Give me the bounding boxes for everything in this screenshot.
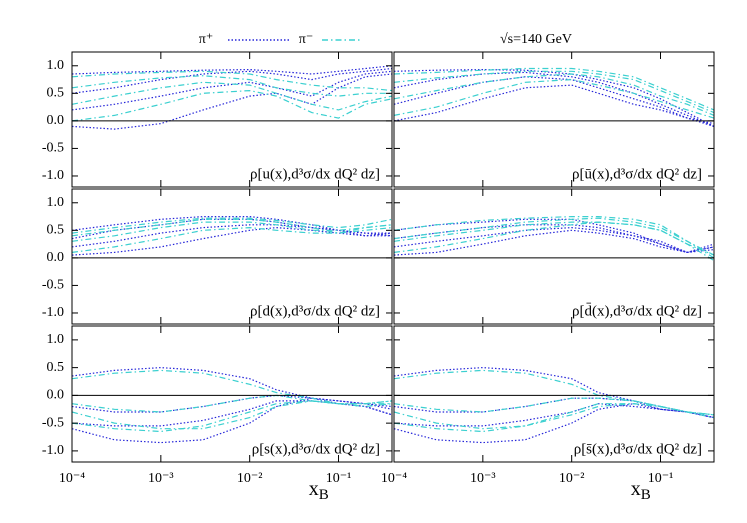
curve	[72, 89, 392, 122]
curve	[394, 397, 714, 416]
panel	[394, 366, 714, 444]
x-tick-label: 10⁻¹	[326, 471, 352, 486]
curve	[394, 221, 714, 262]
curve	[394, 78, 714, 119]
legend-label: π⁺	[199, 32, 213, 47]
panel-frame	[393, 51, 715, 188]
curve	[394, 216, 714, 256]
y-tick-label: -0.5	[42, 415, 64, 430]
panel-frame	[393, 188, 715, 325]
annotation: √s=140 GeV	[500, 32, 572, 47]
panel	[72, 65, 392, 130]
y-tick-label: -0.5	[42, 278, 64, 293]
y-tick-label: 1.0	[47, 332, 65, 347]
curve	[394, 226, 714, 254]
panel	[394, 67, 714, 127]
curve	[72, 70, 392, 111]
curve	[72, 81, 392, 111]
curve	[394, 403, 714, 444]
y-tick-label: 0.0	[47, 113, 65, 128]
y-tick-label: 1.0	[47, 58, 65, 73]
x-axis-label: xB	[631, 478, 651, 504]
curve	[72, 218, 392, 237]
panel-frame	[71, 51, 393, 188]
curve	[72, 400, 392, 427]
panel-label: ρ[u(x),d³σ/dx dQ² dz]	[250, 166, 380, 182]
curve	[72, 400, 392, 433]
curve	[394, 403, 714, 433]
curve	[72, 218, 392, 240]
curve	[394, 229, 714, 256]
panel-label: ρ[s(x),d³σ/dx dQ² dz]	[252, 441, 380, 457]
x-axis-label-main: x	[631, 478, 641, 500]
curve	[72, 224, 392, 248]
y-tick-label: -1.0	[42, 305, 64, 320]
panel-label: ρ[d(x),d³σ/dx dQ² dz]	[250, 303, 380, 319]
panel	[72, 216, 392, 256]
x-tick-label: 10⁻³	[470, 471, 496, 486]
curve	[72, 65, 392, 75]
curve	[394, 217, 714, 259]
curve	[72, 221, 392, 242]
y-tick-label: -1.0	[42, 443, 64, 458]
panel-frame	[393, 325, 715, 463]
x-axis-label: xB	[309, 478, 329, 504]
curve	[394, 73, 714, 116]
curve	[394, 84, 714, 125]
x-tick-label: 10⁻⁴	[59, 471, 85, 486]
y-tick-label: 0.5	[47, 86, 65, 101]
curve	[394, 76, 714, 127]
curve	[72, 217, 392, 234]
curve	[72, 67, 392, 94]
curve	[394, 224, 714, 254]
panel-frame	[71, 325, 393, 463]
curve	[394, 67, 714, 111]
x-tick-label: 10⁻²	[559, 471, 585, 486]
curve	[72, 369, 392, 405]
y-tick-label: 1.0	[47, 195, 65, 210]
curve	[72, 70, 392, 92]
panel	[72, 366, 392, 444]
legend-label: π⁻	[299, 32, 313, 47]
curve	[394, 68, 714, 127]
panel-label: ρ[ū(x),d³σ/dx dQ² dz]	[572, 166, 702, 182]
curve	[72, 226, 392, 253]
x-tick-label: 10⁻¹	[648, 471, 674, 486]
curve	[72, 394, 392, 413]
y-tick-label: -1.0	[42, 168, 64, 183]
y-tick-label: -0.5	[42, 141, 64, 156]
x-tick-label: 10⁻³	[148, 471, 174, 486]
x-tick-label: 10⁻⁴	[381, 471, 407, 486]
x-axis-label-main: x	[309, 478, 319, 500]
panel-label: ρ[d̄(x),d³σ/dx dQ² dz]	[572, 303, 702, 319]
curve	[72, 366, 392, 408]
x-axis-label-sub: B	[641, 487, 651, 503]
curve	[394, 70, 714, 114]
x-tick-label: 10⁻²	[237, 471, 263, 486]
panel-frame	[71, 188, 393, 325]
curve	[72, 397, 392, 444]
x-axis-label-sub: B	[319, 487, 329, 503]
y-tick-label: 0.5	[47, 360, 65, 375]
curve	[394, 218, 714, 254]
curve	[394, 71, 714, 127]
curve	[72, 75, 392, 97]
curve	[394, 221, 714, 256]
y-tick-label: 0.0	[47, 388, 65, 403]
y-tick-label: 0.5	[47, 223, 65, 238]
curve	[72, 400, 392, 430]
y-tick-label: 0.0	[47, 250, 65, 265]
panel	[394, 216, 714, 262]
panel-label: ρ[s̄(x),d³σ/dx dQ² dz]	[574, 441, 702, 457]
